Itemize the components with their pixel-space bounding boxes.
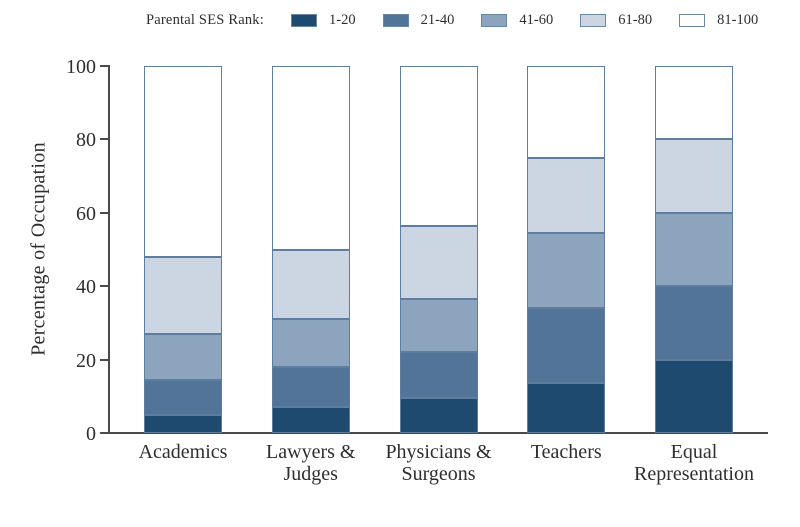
legend-entry: 81-100 xyxy=(679,12,758,29)
bar-segment-41-60 xyxy=(655,212,733,287)
bar-segment-41-60 xyxy=(144,333,222,380)
y-tick-label: 40 xyxy=(76,276,96,299)
bar-segment-21-40 xyxy=(144,379,222,415)
y-tick-label: 0 xyxy=(86,423,96,445)
y-tick xyxy=(100,211,108,214)
bar-segment-61-80 xyxy=(527,157,606,233)
legend-swatch-21-40 xyxy=(382,14,409,27)
x-category-label: Academics xyxy=(138,441,228,463)
y-axis-title: Percentage of Occupation xyxy=(27,142,50,356)
bar-segment-61-80 xyxy=(144,256,222,334)
legend-label: 21-40 xyxy=(420,12,455,28)
bar-segment-21-40 xyxy=(655,286,733,360)
legend-swatch-41-60 xyxy=(481,14,508,27)
y-tick-label: 20 xyxy=(76,349,96,372)
legend-entry: 21-40 xyxy=(382,12,455,29)
x-axis-line xyxy=(108,432,768,434)
y-tick-label: 60 xyxy=(76,202,96,225)
legend-entry: 41-60 xyxy=(481,12,553,29)
bar-segment-41-60 xyxy=(399,299,478,353)
y-tick xyxy=(100,65,108,67)
legend-label: 1-20 xyxy=(328,12,356,28)
bar-segment-61-80 xyxy=(271,249,350,320)
bar-segment-1-20 xyxy=(655,359,733,433)
bar-segment-21-40 xyxy=(399,352,478,399)
y-tick-label: 80 xyxy=(76,129,96,152)
legend-label: 61-80 xyxy=(618,12,653,28)
bar-segment-21-40 xyxy=(527,308,606,384)
x-category-label: Equal Representation xyxy=(634,441,754,486)
bar-segment-81-100 xyxy=(399,66,478,226)
bar-segment-41-60 xyxy=(271,319,350,367)
legend-swatch-81-100 xyxy=(679,14,706,27)
bar-segment-1-20 xyxy=(399,398,478,433)
y-tick xyxy=(100,432,108,434)
bar-segment-1-20 xyxy=(144,414,222,433)
y-tick-label: 100 xyxy=(66,56,96,78)
y-tick xyxy=(100,285,108,288)
legend-swatch-1-20 xyxy=(290,14,317,27)
bar-segment-21-40 xyxy=(271,366,350,408)
y-axis-line xyxy=(108,65,110,434)
x-category-label: Physicians & Surgeons xyxy=(385,441,492,486)
y-tick xyxy=(100,138,108,141)
legend-title: Parental SES Rank: xyxy=(146,12,264,28)
bar-segment-61-80 xyxy=(399,225,478,300)
legend-label: 81-100 xyxy=(717,12,759,28)
chart-legend: Parental SES Rank: 1-20 21-40 41-60 61-80 81… xyxy=(146,12,758,29)
legend-label: 41-60 xyxy=(519,12,554,28)
bar-segment-1-20 xyxy=(527,383,606,433)
bar-segment-1-20 xyxy=(271,407,350,433)
bar-segment-81-100 xyxy=(655,66,733,140)
x-category-label: Teachers xyxy=(530,441,602,463)
bar-segment-81-100 xyxy=(527,66,606,158)
bar-segment-61-80 xyxy=(655,139,733,213)
legend-entry: 61-80 xyxy=(580,12,652,29)
bar-segment-81-100 xyxy=(271,66,350,250)
bar-segment-81-100 xyxy=(144,66,222,257)
y-tick xyxy=(100,358,108,361)
legend-entry: 1-20 xyxy=(290,12,356,29)
legend-swatch-61-80 xyxy=(580,14,607,27)
x-category-label: Lawyers & Judges xyxy=(266,441,356,486)
bar-segment-41-60 xyxy=(527,232,606,309)
